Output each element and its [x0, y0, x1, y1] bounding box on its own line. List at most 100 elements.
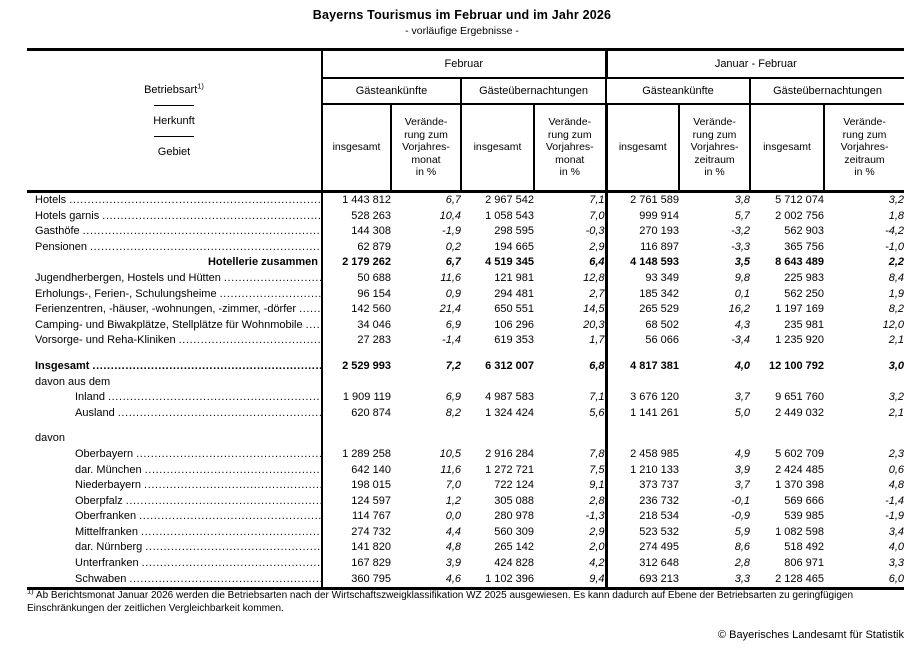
measure-header-ankuenfte-janfeb: Gästeankünfte [605, 78, 751, 105]
value-total [322, 421, 391, 431]
measure-header-ankuenfte-feb: Gästeankünfte [322, 78, 461, 105]
value-change-percent: 2,3 [888, 447, 905, 460]
dot-leader [139, 509, 320, 525]
row-label: Inland [75, 391, 105, 404]
value-change-percent: 2,1 [888, 406, 905, 419]
dot-leader [83, 224, 320, 240]
value-change-percent [824, 349, 904, 359]
dot-leader [69, 193, 320, 209]
value-total: 4 148 593 [604, 255, 680, 271]
row-label: Oberbayern [75, 447, 134, 460]
value-change-percent: 7,8 [589, 447, 605, 460]
footnote-marker: 1) [197, 80, 204, 90]
value-total: 2 449 032 [775, 406, 825, 419]
row-label-cell [27, 421, 323, 432]
value-total: 93 349 [604, 270, 680, 287]
table-row: Oberbayern 1 289 258 10,5 2 916 284 7,82 458… [27, 446, 905, 463]
value-change-percent: 10,4 [439, 209, 461, 222]
row-label-cell: Pensionen [27, 239, 323, 256]
value-change-percent: 5,6 [589, 406, 605, 419]
value-total: 62 879 [357, 240, 391, 253]
table-row: Inland 1 909 119 6,9 4 987 583 7,13 676 120 3… [27, 390, 904, 406]
value-change-percent: 3,9 [445, 557, 461, 570]
table-row: Ferienzentren, -häuser, -wohnungen, -zim… [27, 302, 904, 318]
table-row: davon aus dem [27, 374, 904, 391]
value-change-percent: 8,2 [445, 406, 461, 419]
value-total: 2 424 485 [775, 463, 825, 476]
value-total [461, 421, 534, 431]
value-total [604, 431, 680, 447]
value-change-percent: 2,8 [734, 557, 751, 570]
value-change-percent: 4,0 [734, 359, 751, 372]
header-column-row: insgesamt Verände- rung zum Vorjahres- m… [27, 104, 905, 193]
value-total: 5 602 709 [775, 447, 825, 460]
value-change-percent: 12,8 [583, 271, 605, 284]
value-change-percent: 6,9 [445, 391, 461, 404]
dot-leader [118, 406, 320, 422]
value-total: 693 213 [604, 571, 680, 591]
value-total: 2 529 993 [342, 359, 391, 372]
row-label-cell: Mittelfranken [27, 524, 323, 541]
column-header-veraenderung: Verände- rung zum Vorjahres- zeitraum in… [678, 104, 751, 193]
value-change-percent [534, 349, 606, 359]
value-total: 294 481 [494, 287, 534, 300]
row-label-cell: Camping- und Biwakplätze, Stellplätze fü… [27, 317, 323, 334]
value-total [604, 348, 680, 359]
value-change-percent: 21,4 [439, 303, 461, 316]
value-change-percent: 3,9 [734, 463, 751, 476]
page-subtitle: - vorläufige Ergebnisse - [405, 25, 519, 37]
value-total [750, 421, 824, 431]
row-label-cell: Vorsorge- und Reha-Kliniken [27, 333, 323, 349]
value-total: 999 914 [604, 208, 680, 225]
value-total: 280 978 [494, 510, 534, 523]
row-label-cell: Ausland [27, 405, 323, 422]
value-change-percent: 11,6 [440, 271, 461, 284]
stub-header: Betriebsart1) Herkunft Gebiet [27, 80, 321, 158]
value-total: 1 141 261 [604, 405, 680, 422]
stub-betriebsart: Betriebsart1) [144, 80, 204, 96]
value-change-percent: 3,8 [734, 194, 751, 206]
dot-leader [141, 525, 320, 541]
value-total: 2 967 542 [485, 194, 534, 206]
value-change-percent [679, 431, 750, 447]
column-header-insgesamt: insgesamt [322, 104, 391, 193]
value-change-percent: -1,3 [585, 510, 605, 523]
value-change-percent: 10,5 [439, 447, 461, 460]
value-total: 1 324 424 [485, 406, 534, 419]
footnote: 1) Ab Berichtsmonat Januar 2026 werden d… [27, 587, 904, 615]
row-label: Ferienzentren, -häuser, -wohnungen, -zim… [35, 303, 297, 316]
table-row: Hotels 1 443 812 6,7 2 967 542 7,12 761 589 3… [27, 191, 904, 209]
value-total: 198 015 [351, 479, 391, 492]
value-total: 650 551 [494, 303, 534, 316]
value-total: 2 761 589 [604, 191, 680, 209]
value-change-percent: 4,0 [888, 541, 905, 554]
value-total: 141 820 [351, 541, 391, 554]
value-total: 194 665 [494, 240, 534, 253]
value-change-percent: 7,1 [589, 194, 605, 206]
header-measure-row: Gästeankünfte Gästeübernachtungen Gästea… [27, 78, 905, 105]
value-change-percent: -1,4 [442, 334, 461, 347]
value-total: 806 971 [784, 557, 825, 570]
value-change-percent: 2,2 [888, 256, 905, 269]
value-change-percent: 0,1 [734, 287, 751, 300]
row-label: Oberfranken [75, 510, 137, 523]
value-total [604, 421, 680, 432]
dot-leader [108, 390, 320, 406]
stub-gebiet: Gebiet [157, 145, 191, 158]
value-change-percent: 7,1 [589, 391, 605, 404]
value-total: 562 250 [784, 287, 825, 300]
row-label-cell: Niederbayern [27, 478, 323, 494]
value-change-percent: 5,7 [734, 209, 751, 222]
value-total [322, 431, 391, 447]
value-change-percent: 9,8 [734, 271, 751, 284]
value-total: 167 829 [351, 557, 391, 570]
row-label: Mittelfranken [75, 525, 138, 538]
dot-leader [220, 287, 320, 303]
value-change-percent: 7,0 [589, 209, 605, 222]
value-change-percent: 4,8 [888, 479, 905, 492]
header-period-row: Betriebsart1) Herkunft Gebiet Februar Ja… [27, 48, 905, 193]
